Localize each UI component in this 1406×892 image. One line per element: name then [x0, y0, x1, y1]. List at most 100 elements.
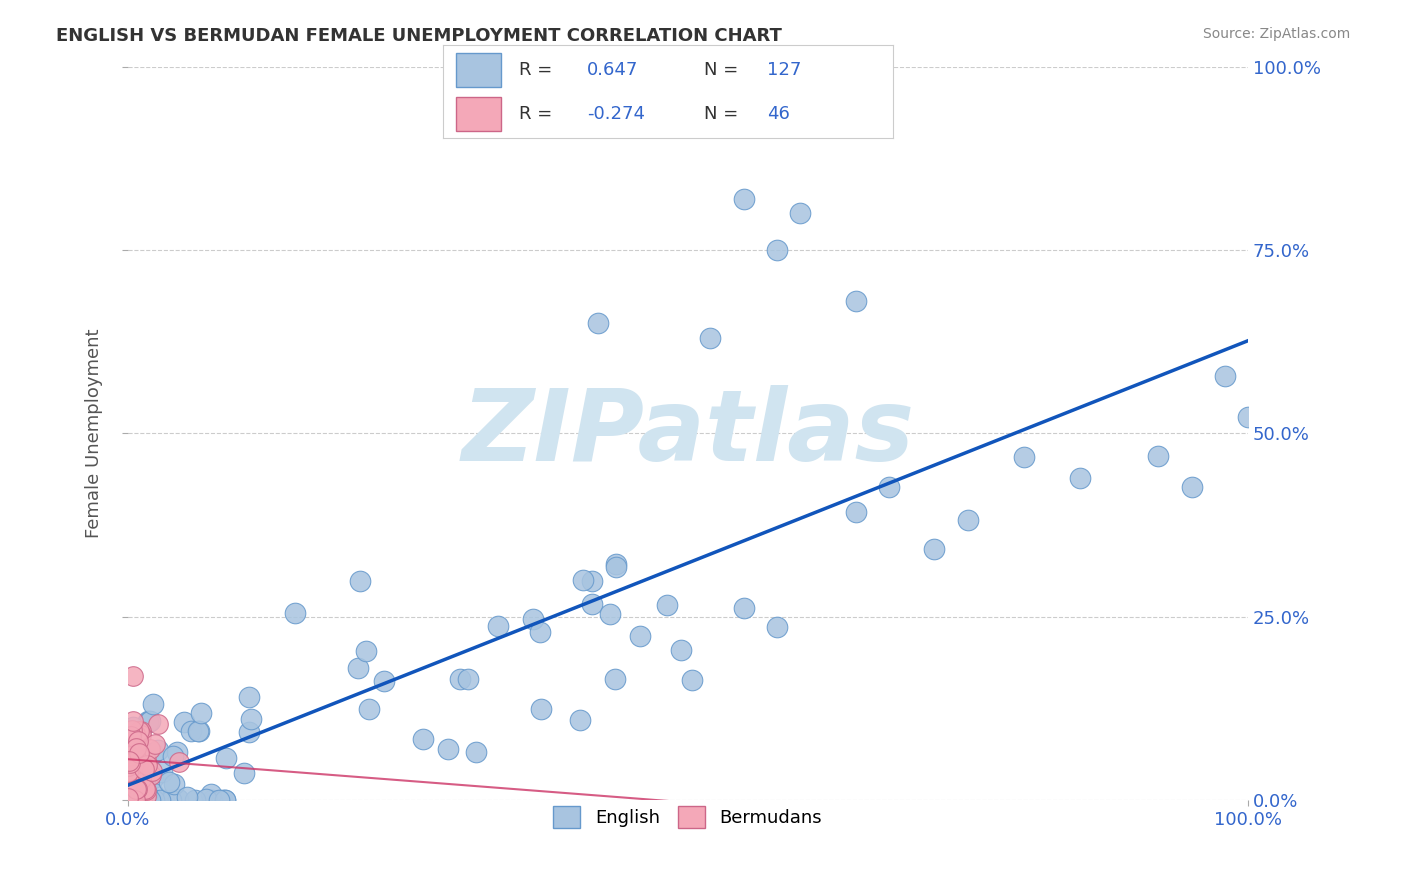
Point: [135, 753, 157, 767]
Point: [1237, 409, 1260, 424]
Point: [136, 714, 159, 729]
Point: [845, 505, 868, 519]
Point: [124, 750, 146, 764]
Point: [142, 786, 165, 800]
Point: [373, 674, 395, 689]
Point: [132, 763, 155, 777]
Point: [118, 767, 141, 781]
Point: [129, 772, 152, 786]
Point: [1147, 450, 1170, 464]
Point: [134, 776, 156, 790]
Point: [449, 673, 471, 687]
Point: [118, 773, 141, 788]
Point: [128, 793, 150, 807]
Point: [129, 793, 152, 807]
Point: [122, 793, 145, 807]
Point: [346, 661, 368, 675]
Point: [127, 772, 149, 787]
Point: [238, 690, 260, 704]
Point: [437, 742, 460, 756]
Point: [135, 787, 157, 801]
Text: ZIPatlas: ZIPatlas: [461, 385, 914, 482]
Point: [176, 789, 198, 804]
Point: [845, 294, 868, 309]
Point: [357, 702, 380, 716]
Point: [117, 765, 139, 780]
Point: [879, 480, 901, 494]
Point: [127, 765, 149, 780]
Point: [148, 716, 170, 731]
Point: [572, 573, 595, 587]
Point: [157, 775, 180, 789]
Point: [208, 793, 231, 807]
Point: [568, 713, 591, 727]
Point: [122, 793, 145, 807]
Point: [354, 644, 377, 658]
Point: [125, 732, 148, 747]
Point: [153, 793, 176, 807]
Point: [129, 793, 152, 807]
Point: [766, 243, 789, 257]
Point: [184, 793, 207, 807]
Point: [655, 598, 678, 612]
Point: [581, 597, 603, 611]
Point: [117, 723, 139, 737]
Point: [139, 714, 162, 728]
Text: Source: ZipAtlas.com: Source: ZipAtlas.com: [1202, 27, 1350, 41]
Point: [669, 643, 692, 657]
Text: N =: N =: [704, 61, 738, 78]
Point: [132, 793, 155, 807]
Legend: English, Bermudans: English, Bermudans: [546, 798, 830, 835]
Point: [238, 724, 260, 739]
Point: [581, 574, 603, 588]
Point: [118, 738, 141, 752]
Point: [733, 192, 755, 206]
Point: [457, 673, 479, 687]
Point: [117, 791, 139, 805]
Point: [214, 793, 236, 807]
Point: [121, 714, 143, 728]
Point: [125, 793, 148, 807]
Text: 0.647: 0.647: [586, 61, 638, 78]
Point: [239, 712, 262, 726]
Point: [124, 756, 146, 771]
Point: [127, 733, 149, 747]
Point: [121, 793, 143, 807]
Point: [121, 763, 143, 777]
Text: 127: 127: [766, 61, 801, 78]
Point: [1181, 480, 1204, 494]
Point: [139, 768, 162, 782]
Point: [190, 706, 212, 720]
Point: [284, 606, 307, 620]
Point: [142, 793, 165, 807]
Point: [200, 787, 222, 801]
Point: [412, 732, 434, 747]
Point: [529, 625, 551, 640]
Point: [135, 783, 157, 797]
Point: [201, 793, 224, 807]
Point: [143, 737, 166, 751]
Point: [142, 771, 165, 785]
Point: [127, 793, 149, 807]
Point: [134, 782, 156, 797]
Point: [125, 793, 148, 807]
Point: [766, 619, 789, 633]
Point: [125, 740, 148, 755]
Point: [122, 793, 145, 807]
Point: [159, 793, 181, 807]
Point: [167, 755, 190, 769]
Point: [214, 793, 236, 807]
Point: [605, 557, 627, 571]
Point: [149, 793, 172, 807]
Text: ENGLISH VS BERMUDAN FEMALE UNEMPLOYMENT CORRELATION CHART: ENGLISH VS BERMUDAN FEMALE UNEMPLOYMENT …: [56, 27, 782, 45]
Point: [129, 724, 152, 739]
Point: [117, 754, 139, 768]
Point: [136, 715, 159, 730]
Point: [121, 793, 143, 807]
Y-axis label: Female Unemployment: Female Unemployment: [86, 328, 103, 538]
Point: [120, 774, 142, 789]
Point: [120, 793, 142, 807]
Point: [129, 728, 152, 742]
Point: [180, 724, 202, 739]
Point: [166, 792, 188, 806]
